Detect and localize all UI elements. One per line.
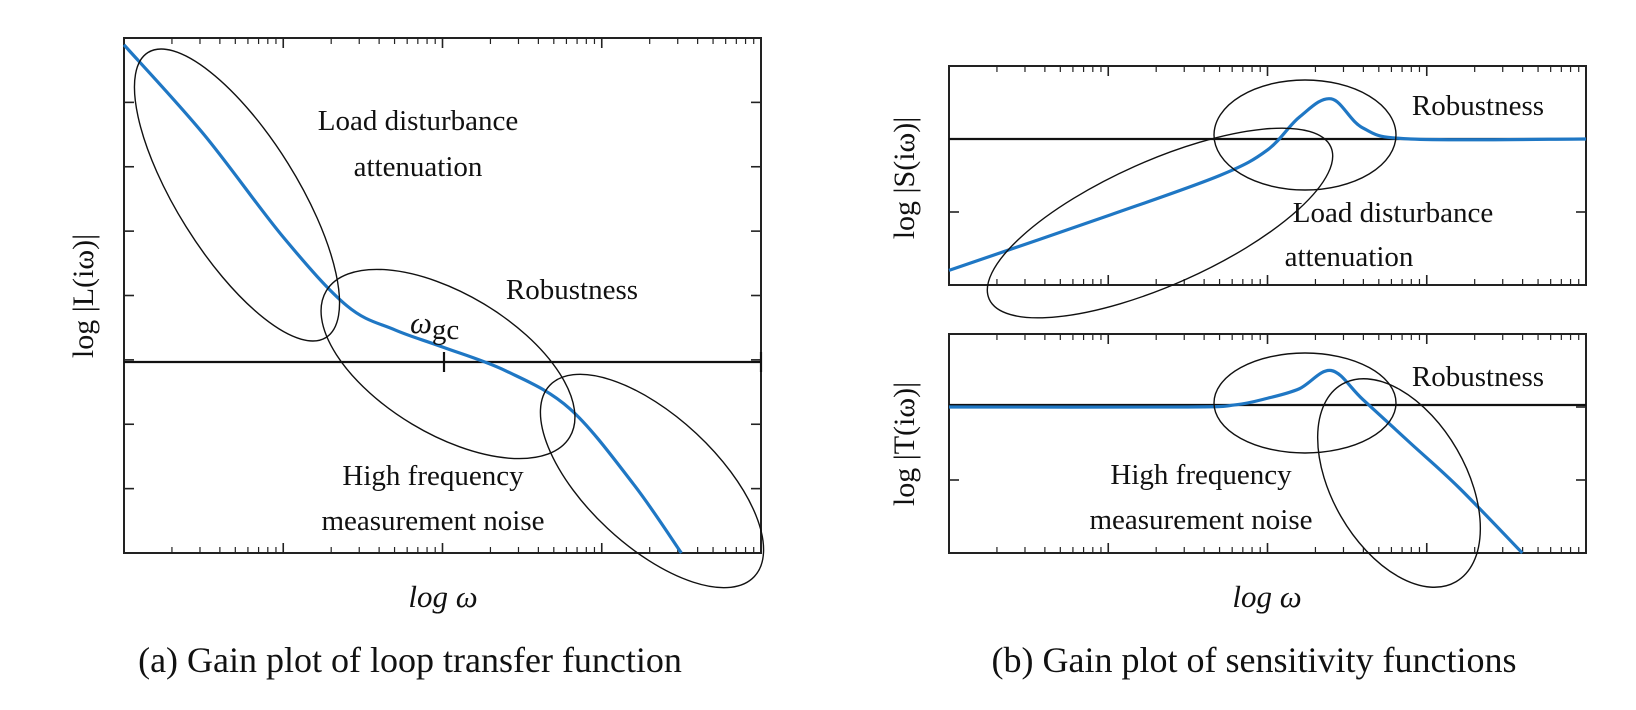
loop-gain-curve — [122, 43, 683, 554]
noise-region — [539, 373, 765, 589]
robustness-region — [1213, 79, 1397, 191]
axis-ticks — [948, 334, 1586, 553]
crossover-label: ωgc — [410, 305, 459, 346]
x-axis-label: log ω — [1232, 579, 1301, 614]
complementary-sensitivity-curve — [948, 368, 1524, 555]
noise-region — [1316, 378, 1482, 588]
robustness-annotation: Robustness — [1412, 90, 1544, 122]
y-axis-label: log |T(iω)| — [888, 382, 921, 506]
load-annotation-line1: Load disturbance — [1293, 197, 1494, 229]
load-annotation-line2: attenuation — [1285, 241, 1414, 273]
load-annotation-line2: attenuation — [354, 151, 483, 183]
x-axis-label: log ω — [408, 579, 477, 614]
load-disturbance-region — [133, 48, 341, 342]
noise-annotation-line1: High frequency — [1110, 459, 1292, 491]
robustness-region — [1213, 352, 1397, 454]
complementary-sensitivity-plot: Robustness High frequency measurement no… — [888, 333, 1587, 614]
y-axis-label: log |L(iω)| — [67, 234, 100, 358]
sensitivity-plot: Robustness Load disturbance attenuation … — [888, 65, 1587, 319]
sensitivity-curve — [948, 97, 1587, 272]
load-disturbance-region — [986, 127, 1334, 319]
load-annotation-line1: Load disturbance — [318, 105, 519, 137]
noise-annotation-line1: High frequency — [342, 460, 524, 492]
noise-annotation-line2: measurement noise — [321, 505, 544, 537]
caption-a: (a) Gain plot of loop transfer function — [138, 640, 682, 680]
noise-annotation-line2: measurement noise — [1089, 504, 1312, 536]
robustness-annotation: Robustness — [506, 274, 638, 306]
robustness-annotation: Robustness — [1412, 361, 1544, 393]
axis-ticks — [948, 66, 1586, 285]
y-axis-label: log |S(iω)| — [888, 117, 921, 240]
robustness-region — [320, 268, 576, 460]
caption-b: (b) Gain plot of sensitivity functions — [992, 640, 1517, 680]
loop-gain-plot: Load disturbance attenuation Robustness … — [67, 37, 765, 680]
